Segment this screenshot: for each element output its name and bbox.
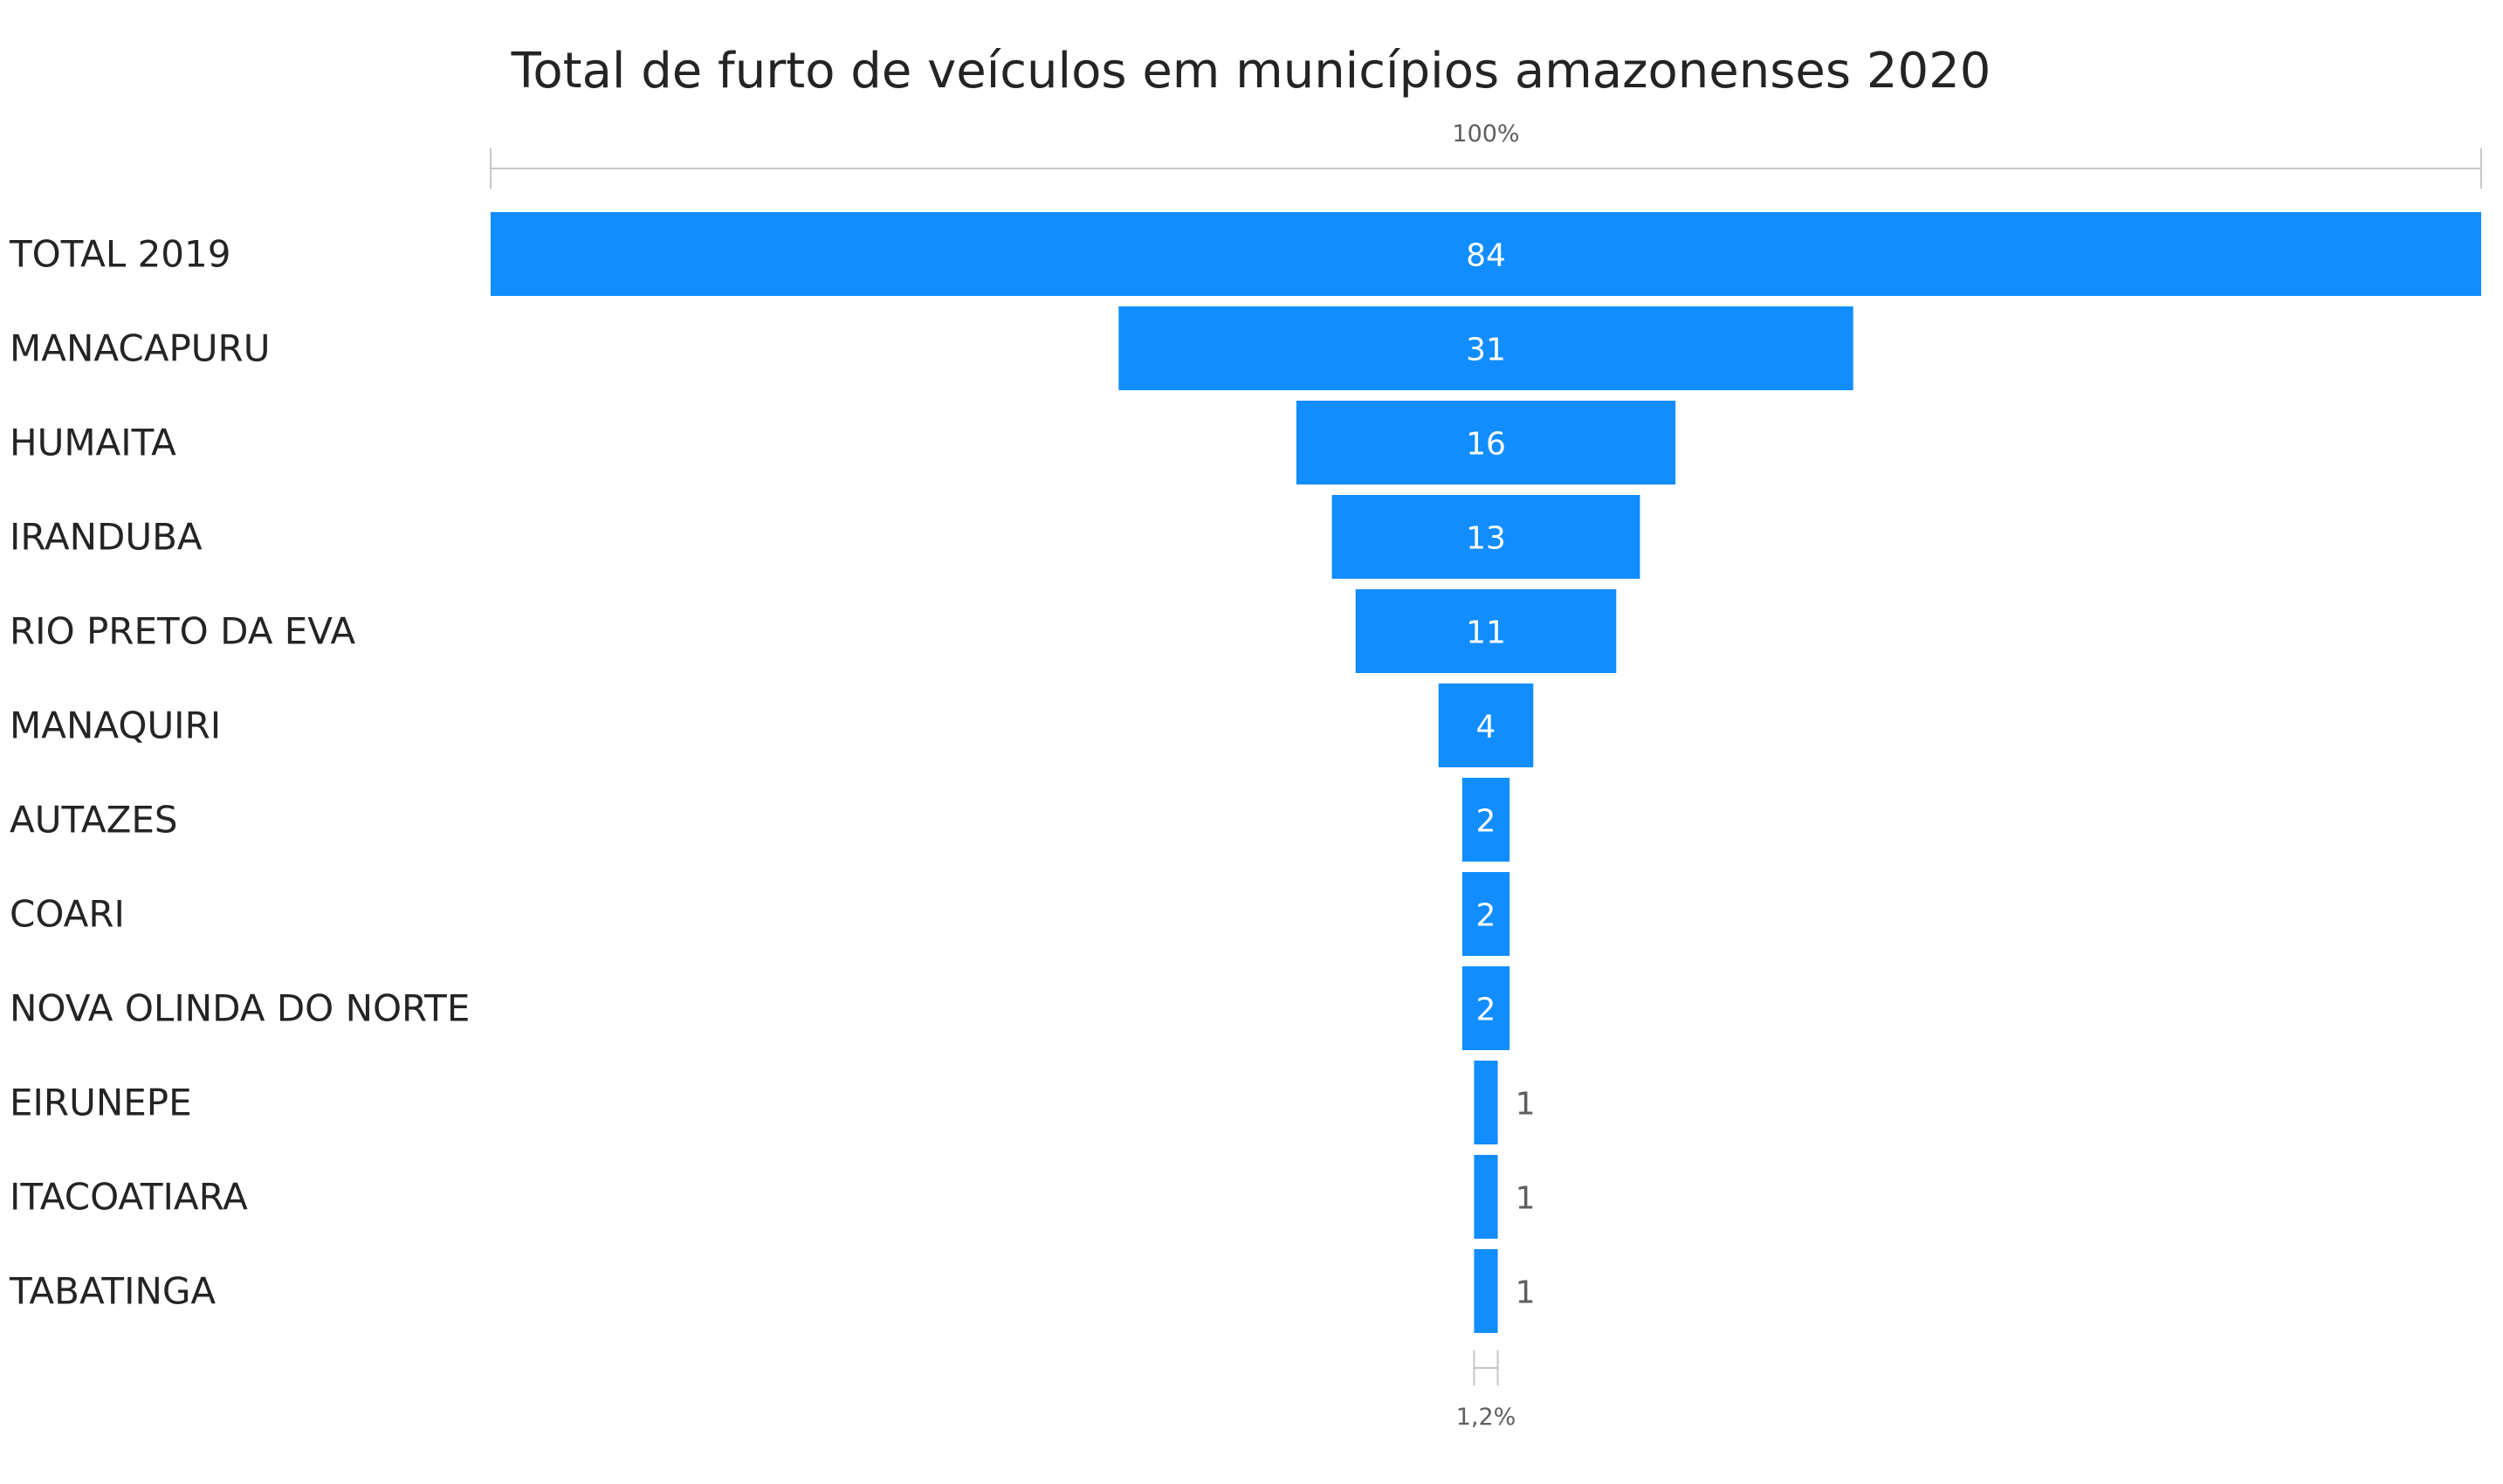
funnel-row-manaquiri: MANAQUIRI 4 xyxy=(10,684,1534,767)
funnel-rows: TOTAL 2019 84 MANACAPURU 31 HUMAITA 16 IRANDUB… xyxy=(9,212,2481,1333)
value-label: 4 xyxy=(1476,710,1496,745)
funnel-row-coari: COARI 2 xyxy=(10,872,1510,956)
bottom-percent-bracket: 1,2% xyxy=(1456,1350,1516,1431)
funnel-bar[interactable] xyxy=(1296,401,1676,484)
chart-title: Total de furto de veículos em municípios… xyxy=(511,43,1991,100)
funnel-bar[interactable] xyxy=(1461,778,1510,862)
funnel-bar[interactable] xyxy=(1355,589,1617,673)
funnel-row-iranduba: IRANDUBA 13 xyxy=(10,495,1640,579)
value-label: 13 xyxy=(1466,521,1506,557)
value-label: 1 xyxy=(1516,1275,1536,1311)
value-label: 31 xyxy=(1466,333,1506,368)
category-label: AUTAZES xyxy=(10,799,178,842)
value-label: 1 xyxy=(1516,1087,1536,1123)
funnel-bar[interactable] xyxy=(1461,966,1510,1050)
value-label: 2 xyxy=(1476,898,1496,934)
funnel-row-manacapuru: MANACAPURU 31 xyxy=(10,306,1853,390)
value-label: 2 xyxy=(1476,993,1496,1028)
category-label: RIO PRETO DA EVA xyxy=(10,610,355,653)
funnel-row-tabatinga: TABATINGA 1 xyxy=(9,1249,1535,1333)
value-label: 1 xyxy=(1516,1181,1536,1217)
category-label: COARI xyxy=(10,893,125,936)
category-label: TABATINGA xyxy=(9,1270,216,1313)
funnel-bar[interactable] xyxy=(1438,684,1534,767)
category-label: MANACAPURU xyxy=(10,327,270,370)
funnel-bar[interactable] xyxy=(491,212,2481,296)
category-label: NOVA OLINDA DO NORTE xyxy=(10,987,470,1030)
funnel-row-autazes: AUTAZES 2 xyxy=(10,778,1510,862)
funnel-row-nova-olinda-do-norte: NOVA OLINDA DO NORTE 2 xyxy=(10,966,1510,1050)
funnel-row-humaita: HUMAITA 16 xyxy=(10,401,1676,484)
value-label: 16 xyxy=(1466,427,1506,463)
bottom-percent-label: 1,2% xyxy=(1456,1404,1516,1431)
category-label: EIRUNEPE xyxy=(10,1082,192,1124)
value-label: 11 xyxy=(1466,615,1506,651)
funnel-bar[interactable] xyxy=(1461,872,1510,956)
top-percent-bracket: 100% xyxy=(490,120,2482,189)
funnel-row-eirunepe: EIRUNEPE 1 xyxy=(10,1061,1535,1144)
top-percent-label: 100% xyxy=(1452,120,1519,148)
category-label: MANAQUIRI xyxy=(10,704,221,747)
funnel-row-itacoatiara: ITACOATIARA 1 xyxy=(10,1155,1535,1239)
funnel-bar[interactable] xyxy=(1474,1061,1498,1144)
category-label: ITACOATIARA xyxy=(10,1176,248,1219)
category-label: TOTAL 2019 xyxy=(9,233,230,276)
value-label: 2 xyxy=(1476,804,1496,840)
funnel-bar[interactable] xyxy=(1474,1249,1498,1333)
category-label: HUMAITA xyxy=(10,422,176,464)
funnel-bar[interactable] xyxy=(1118,306,1853,390)
funnel-bar[interactable] xyxy=(1474,1155,1498,1239)
funnel-row-rio-preto-da-eva: RIO PRETO DA EVA 11 xyxy=(10,589,1617,673)
category-label: IRANDUBA xyxy=(10,516,203,559)
value-label: 84 xyxy=(1466,238,1506,274)
funnel-bar[interactable] xyxy=(1331,495,1640,579)
funnel-row-total-2019: TOTAL 2019 84 xyxy=(9,212,2481,296)
